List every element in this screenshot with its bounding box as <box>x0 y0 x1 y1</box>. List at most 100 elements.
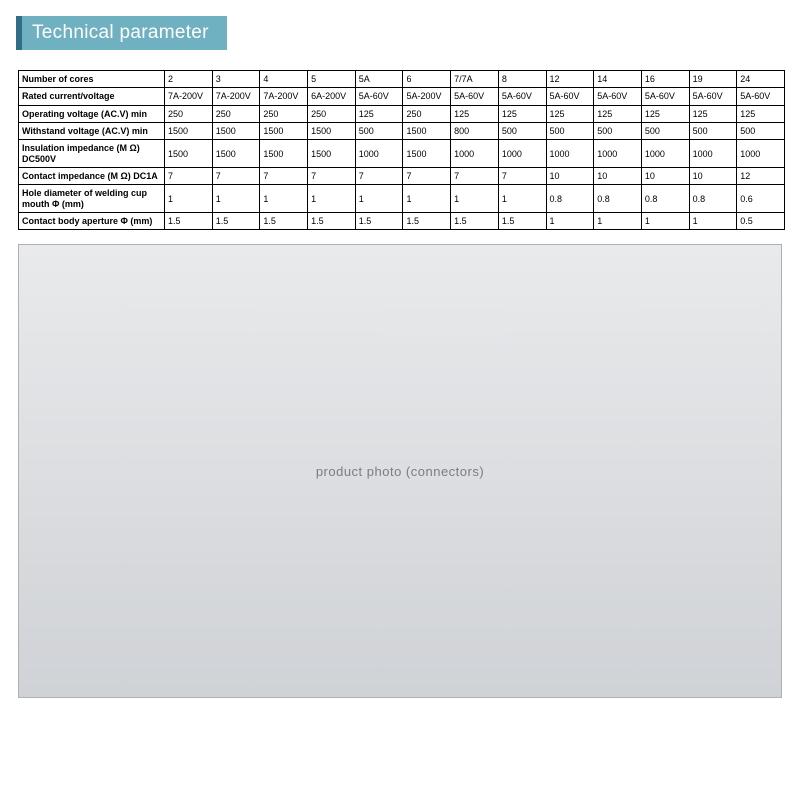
spec-table-body: Number of cores23455A67/7A81214161924Rat… <box>19 71 785 230</box>
cell: 5A-200V <box>403 88 451 105</box>
cell: 125 <box>546 105 594 122</box>
cell: 125 <box>641 105 689 122</box>
row-label: Number of cores <box>19 71 165 88</box>
table-row: Insulation impedance (M Ω) DC500V1500150… <box>19 140 785 168</box>
cell: 4 <box>260 71 308 88</box>
cell: 0.8 <box>689 185 737 213</box>
page-root: Technical parameter Number of cores23455… <box>0 0 800 800</box>
cell: 125 <box>355 105 403 122</box>
cell: 1.5 <box>308 213 356 230</box>
cell: 5A <box>355 71 403 88</box>
cell: 250 <box>212 105 260 122</box>
cell: 250 <box>308 105 356 122</box>
cell: 500 <box>641 123 689 140</box>
cell: 250 <box>165 105 213 122</box>
cell: 1500 <box>165 123 213 140</box>
cell: 7 <box>260 168 308 185</box>
cell: 1000 <box>355 140 403 168</box>
cell: 500 <box>498 123 546 140</box>
cell: 1500 <box>403 140 451 168</box>
table-row: Rated current/voltage7A-200V7A-200V7A-20… <box>19 88 785 105</box>
product-photo: product photo (connectors) <box>18 244 782 698</box>
cell: 0.8 <box>641 185 689 213</box>
cell: 1000 <box>689 140 737 168</box>
cell: 3 <box>212 71 260 88</box>
cell: 800 <box>451 123 499 140</box>
cell: 8 <box>498 71 546 88</box>
cell: 5A-60V <box>546 88 594 105</box>
cell: 1500 <box>212 123 260 140</box>
row-label: Insulation impedance (M Ω) DC500V <box>19 140 165 168</box>
cell: 1500 <box>260 140 308 168</box>
cell: 0.8 <box>546 185 594 213</box>
cell: 7 <box>165 168 213 185</box>
row-label: Contact impedance (M Ω) DC1A <box>19 168 165 185</box>
cell: 1 <box>641 213 689 230</box>
section-title-bar: Technical parameter <box>16 16 784 50</box>
cell: 0.6 <box>737 185 785 213</box>
row-label: Operating voltage (AC.V) min <box>19 105 165 122</box>
cell: 7A-200V <box>212 88 260 105</box>
cell: 24 <box>737 71 785 88</box>
cell: 1.5 <box>451 213 499 230</box>
cell: 10 <box>546 168 594 185</box>
cell: 1.5 <box>403 213 451 230</box>
cell: 125 <box>498 105 546 122</box>
cell: 7A-200V <box>260 88 308 105</box>
cell: 1 <box>451 185 499 213</box>
cell: 1.5 <box>355 213 403 230</box>
cell: 1.5 <box>212 213 260 230</box>
cell: 0.8 <box>594 185 642 213</box>
cell: 0.5 <box>737 213 785 230</box>
cell: 14 <box>594 71 642 88</box>
table-row: Contact impedance (M Ω) DC1A777777771010… <box>19 168 785 185</box>
cell: 7/7A <box>451 71 499 88</box>
cell: 5A-60V <box>355 88 403 105</box>
cell: 250 <box>403 105 451 122</box>
cell: 7 <box>355 168 403 185</box>
cell: 1500 <box>212 140 260 168</box>
cell: 1500 <box>165 140 213 168</box>
cell: 1 <box>260 185 308 213</box>
spec-table: Number of cores23455A67/7A81214161924Rat… <box>18 70 785 230</box>
cell: 7 <box>212 168 260 185</box>
cell: 1 <box>594 213 642 230</box>
cell: 1000 <box>546 140 594 168</box>
cell: 5A-60V <box>689 88 737 105</box>
cell: 1000 <box>451 140 499 168</box>
cell: 125 <box>737 105 785 122</box>
cell: 1500 <box>403 123 451 140</box>
cell: 1000 <box>498 140 546 168</box>
cell: 1 <box>403 185 451 213</box>
cell: 1000 <box>737 140 785 168</box>
section-title: Technical parameter <box>22 16 227 50</box>
row-label: Contact body aperture Φ (mm) <box>19 213 165 230</box>
cell: 6A-200V <box>308 88 356 105</box>
cell: 10 <box>641 168 689 185</box>
cell: 125 <box>689 105 737 122</box>
table-row: Hole diameter of welding cup mouth Φ (mm… <box>19 185 785 213</box>
cell: 12 <box>546 71 594 88</box>
row-label: Withstand voltage (AC.V) min <box>19 123 165 140</box>
cell: 500 <box>594 123 642 140</box>
cell: 1500 <box>308 123 356 140</box>
cell: 500 <box>546 123 594 140</box>
cell: 7 <box>451 168 499 185</box>
table-row: Number of cores23455A67/7A81214161924 <box>19 71 785 88</box>
cell: 500 <box>355 123 403 140</box>
table-row: Contact body aperture Φ (mm)1.51.51.51.5… <box>19 213 785 230</box>
cell: 1 <box>498 185 546 213</box>
cell: 12 <box>737 168 785 185</box>
cell: 7 <box>308 168 356 185</box>
cell: 1000 <box>641 140 689 168</box>
cell: 1 <box>165 185 213 213</box>
cell: 1 <box>546 213 594 230</box>
cell: 7 <box>403 168 451 185</box>
row-label: Rated current/voltage <box>19 88 165 105</box>
cell: 1000 <box>594 140 642 168</box>
cell: 500 <box>737 123 785 140</box>
cell: 1.5 <box>165 213 213 230</box>
spec-table-wrap: Number of cores23455A67/7A81214161924Rat… <box>18 70 782 230</box>
cell: 5A-60V <box>641 88 689 105</box>
cell: 125 <box>594 105 642 122</box>
